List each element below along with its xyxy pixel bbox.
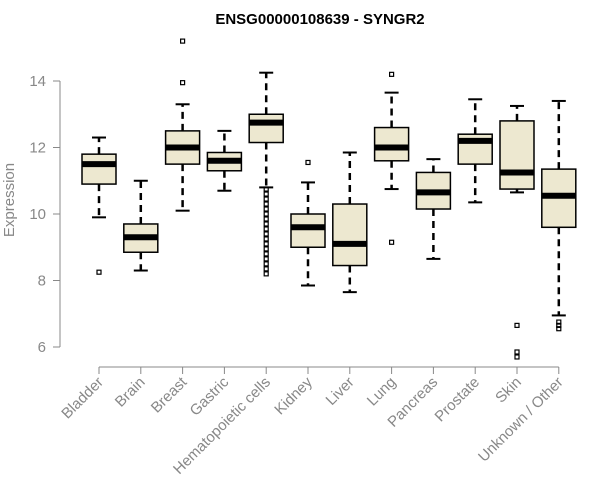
outlier-point xyxy=(263,216,269,222)
box-kidney xyxy=(290,159,326,287)
y-tick-label: 12 xyxy=(29,140,46,157)
x-tick-label: Kidney xyxy=(271,373,316,418)
boxes-group xyxy=(81,38,577,360)
outlier-point xyxy=(389,239,395,245)
box-iqr xyxy=(373,126,410,162)
outlier-point xyxy=(263,186,269,192)
box-brain xyxy=(123,179,159,272)
outlier-point xyxy=(263,226,269,232)
box-pancreas xyxy=(415,158,452,260)
chart-title: ENSG00000108639 - SYNGR2 xyxy=(215,11,424,28)
box-iqr xyxy=(499,120,535,190)
box-skin xyxy=(499,104,535,360)
outlier-point xyxy=(263,251,269,257)
outlier-point xyxy=(263,266,269,272)
outlier-point xyxy=(180,38,186,44)
box-iqr xyxy=(290,213,326,248)
box-breast xyxy=(164,38,201,212)
outlier-point xyxy=(180,80,186,86)
outlier-point xyxy=(263,211,269,217)
box-iqr xyxy=(332,203,368,267)
y-axis-label: Expression xyxy=(1,163,18,237)
box-gastric xyxy=(206,129,243,192)
x-tick-label: Brain xyxy=(112,374,149,411)
outlier-point xyxy=(514,349,520,355)
outlier-point xyxy=(305,159,311,166)
outlier-point xyxy=(263,201,269,207)
outlier-point xyxy=(263,256,269,262)
outlier-point xyxy=(263,271,269,277)
box-hematopoietic-cells xyxy=(248,71,284,277)
outlier-point xyxy=(263,206,269,212)
y-tick-label: 10 xyxy=(29,206,46,223)
outlier-point xyxy=(263,241,269,247)
box-unknown-other xyxy=(541,99,577,332)
outlier-point xyxy=(263,191,269,197)
x-tick-label: Prostate xyxy=(431,374,483,426)
outlier-point xyxy=(96,269,102,275)
outlier-point xyxy=(556,322,562,328)
outlier-point xyxy=(556,326,562,332)
box-bladder xyxy=(81,136,117,275)
y-tick-label: 8 xyxy=(38,273,46,290)
x-tick-label: Breast xyxy=(148,373,191,416)
outlier-point xyxy=(263,231,269,237)
y-axis: 6 8 10 12 14 xyxy=(29,73,61,356)
x-tick-label: Lung xyxy=(364,374,400,410)
outlier-point xyxy=(389,71,395,77)
outlier-point xyxy=(514,322,520,328)
outlier-point xyxy=(263,221,269,227)
box-iqr xyxy=(248,113,284,144)
box-prostate xyxy=(457,98,493,204)
outlier-point xyxy=(514,354,520,360)
x-tick-label: Bladder xyxy=(58,374,107,423)
outlier-point xyxy=(263,261,269,267)
y-tick-label: 6 xyxy=(38,339,46,356)
box-lung xyxy=(373,71,410,245)
x-tick-label: Skin xyxy=(492,374,525,407)
y-tick-label: 14 xyxy=(29,73,46,90)
outlier-point xyxy=(263,236,269,242)
box-iqr xyxy=(81,153,117,185)
box-liver xyxy=(332,151,368,294)
outlier-point xyxy=(263,196,269,202)
outlier-point xyxy=(263,246,269,252)
x-tick-label: Liver xyxy=(323,374,358,409)
outlier-point xyxy=(556,319,562,325)
